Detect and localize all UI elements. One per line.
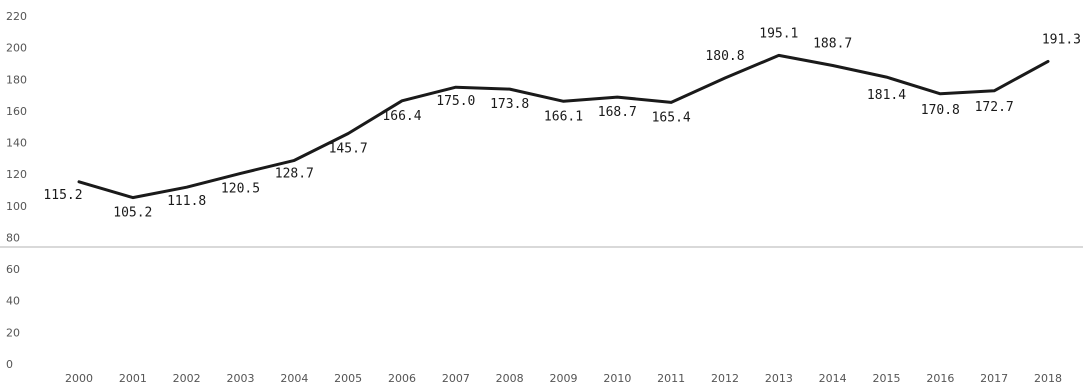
data-label: 145.7 xyxy=(329,142,368,157)
data-label: 191.3 xyxy=(1042,32,1081,47)
data-label: 105.2 xyxy=(113,206,152,221)
x-tick-label: 2000 xyxy=(65,372,93,385)
data-label: 166.1 xyxy=(544,109,583,124)
x-tick-label: 2006 xyxy=(388,372,416,385)
x-tick-label: 2009 xyxy=(550,372,578,385)
data-label: 168.7 xyxy=(598,105,637,120)
series-line xyxy=(77,53,1050,200)
x-tick-label: 2007 xyxy=(442,372,470,385)
x-tick-label: 2012 xyxy=(711,372,739,385)
y-tick-label: 60 xyxy=(6,263,20,276)
x-tick-label: 2018 xyxy=(1034,372,1062,385)
data-labels: 115.2 105.2 111.8 120.5 128.7 145.7 166.4 175.0… xyxy=(43,26,1081,220)
y-tick-label: 0 xyxy=(6,358,13,371)
x-tick-label: 2001 xyxy=(119,372,147,385)
y-tick-label: 20 xyxy=(6,326,20,339)
x-tick-label: 2016 xyxy=(926,372,954,385)
y-tick-label: 120 xyxy=(6,168,27,181)
y-tick-label: 140 xyxy=(6,137,27,150)
data-label: 188.7 xyxy=(813,37,852,52)
data-label: 181.4 xyxy=(867,88,906,103)
y-tick-label: 200 xyxy=(6,42,27,55)
data-label: 120.5 xyxy=(221,181,260,196)
x-tick-label: 2005 xyxy=(334,372,362,385)
x-tick-label: 2002 xyxy=(173,372,201,385)
y-tick-label: 100 xyxy=(6,200,27,213)
data-label: 180.8 xyxy=(705,49,744,64)
x-axis-ticks: 2000 2001 2002 2003 2004 2005 2006 2007 2008 2009… xyxy=(65,372,1062,385)
y-axis-ticks: 0 20 40 60 80 100 120 140 160 180 200 220 xyxy=(6,10,27,371)
y-tick-label: 40 xyxy=(6,295,20,308)
data-label: 115.2 xyxy=(43,188,82,203)
x-tick-label: 2015 xyxy=(873,372,901,385)
data-label: 128.7 xyxy=(275,166,314,181)
data-label: 165.4 xyxy=(652,110,691,125)
x-tick-label: 2008 xyxy=(496,372,524,385)
x-tick-label: 2013 xyxy=(765,372,793,385)
data-label: 111.8 xyxy=(167,194,206,209)
y-tick-label: 220 xyxy=(6,10,27,23)
data-label: 166.4 xyxy=(382,109,421,124)
x-tick-label: 2011 xyxy=(657,372,685,385)
y-tick-label: 160 xyxy=(6,105,27,118)
data-label: 173.8 xyxy=(490,97,529,112)
x-tick-label: 2010 xyxy=(603,372,631,385)
y-tick-label: 180 xyxy=(6,73,27,86)
x-tick-label: 2014 xyxy=(819,372,847,385)
x-tick-label: 2003 xyxy=(227,372,255,385)
x-tick-label: 2017 xyxy=(980,372,1008,385)
data-label: 172.7 xyxy=(975,100,1014,115)
y-tick-label: 80 xyxy=(6,231,20,244)
data-label: 170.8 xyxy=(921,103,960,118)
x-tick-label: 2004 xyxy=(280,372,308,385)
data-label: 195.1 xyxy=(759,26,798,41)
data-label: 175.0 xyxy=(436,94,475,109)
